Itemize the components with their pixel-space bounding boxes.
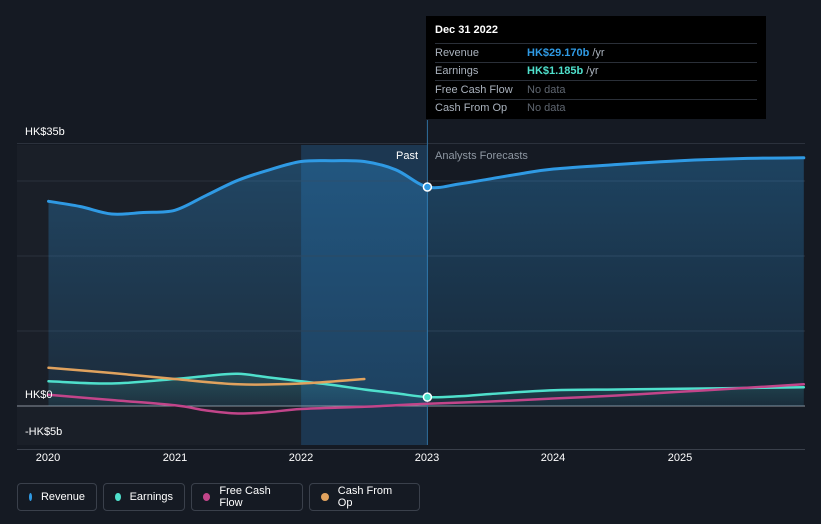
- tooltip-unit: /yr: [586, 65, 599, 78]
- forecast-label: Analysts Forecasts: [435, 150, 528, 162]
- legend-dot-icon: [29, 493, 32, 501]
- x-tick-label: 2025: [667, 452, 693, 464]
- tooltip: Dec 31 2022 Revenue HK$29.170b /yr Earni…: [426, 16, 766, 119]
- tooltip-label: Revenue: [435, 46, 480, 59]
- tooltip-row-cash-from-op: Cash From Op No data: [435, 98, 757, 118]
- x-tick-label: 2021: [162, 452, 188, 464]
- tooltip-label: Earnings: [435, 65, 479, 78]
- legend-label: Earnings: [129, 491, 173, 503]
- legend-item-revenue[interactable]: Revenue: [17, 483, 97, 511]
- tooltip-row-earnings: Earnings HK$1.185b /yr: [435, 61, 757, 81]
- tooltip-value: No data: [527, 102, 566, 115]
- tooltip-value: HK$1.185b: [527, 65, 584, 78]
- earnings-series-line: [47, 372, 806, 399]
- legend-item-earnings[interactable]: Earnings: [103, 483, 185, 511]
- x-tick-label: 2022: [288, 452, 314, 464]
- tooltip-unit: /yr: [592, 46, 605, 59]
- y-tick-label-bottom: -HK$5b: [25, 426, 63, 438]
- tooltip-value: No data: [527, 83, 566, 96]
- tooltip-date: Dec 31 2022: [435, 24, 498, 36]
- x-tick-label: 2020: [35, 452, 61, 464]
- tooltip-label: Cash From Op: [435, 102, 508, 115]
- y-tick-label-zero: HK$0: [25, 389, 53, 401]
- cash-from-op-series-line: [47, 366, 366, 386]
- revenue-marker-point: [422, 182, 433, 192]
- legend-dot-icon: [115, 493, 121, 501]
- legend-item-cash-from-op[interactable]: Cash From Op: [309, 483, 420, 511]
- free-cash-flow-series-line: [47, 383, 806, 415]
- revenue-series-line: [47, 156, 806, 216]
- earnings-area: [48, 373, 804, 406]
- y-tick-label-top: HK$35b: [25, 126, 65, 138]
- tooltip-row-revenue: Revenue HK$29.170b /yr: [435, 43, 757, 62]
- revenue-area: [48, 157, 804, 406]
- tooltip-value: HK$29.170b: [527, 46, 590, 59]
- tooltip-row-free-cash-flow: Free Cash Flow No data: [435, 80, 757, 99]
- legend-label: Cash From Op: [337, 485, 393, 509]
- legend-dot-icon: [321, 493, 329, 501]
- tooltip-label: Free Cash Flow: [435, 83, 513, 96]
- past-label: Past: [396, 150, 419, 162]
- x-tick-label: 2024: [540, 452, 566, 464]
- legend-label: Revenue: [40, 491, 85, 503]
- legend-item-free-cash-flow[interactable]: Free Cash Flow: [191, 483, 303, 511]
- legend-label: Free Cash Flow: [219, 485, 271, 509]
- legend-dot-icon: [203, 493, 211, 501]
- earnings-marker-point: [422, 392, 433, 402]
- x-tick-label: 2023: [414, 452, 440, 464]
